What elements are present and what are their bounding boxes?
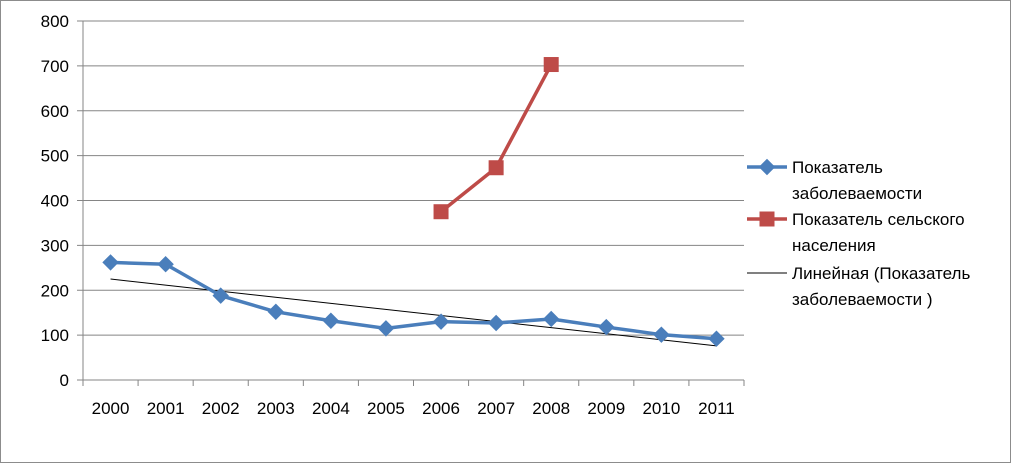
- legend-item-0: Показатель заболеваемости: [747, 158, 922, 203]
- y-tick-label: 100: [41, 326, 69, 345]
- x-tick-label: 2008: [532, 399, 570, 418]
- gridlines: [83, 20, 744, 336]
- data-point: [543, 57, 559, 73]
- legend-marker: [759, 211, 775, 227]
- x-tick-label: 2001: [147, 399, 185, 418]
- x-tick-label: 2003: [257, 399, 295, 418]
- trendline: [110, 278, 717, 347]
- legend-marker: [758, 158, 776, 176]
- legend: Показатель заболеваемости Показатель сельс…: [747, 158, 970, 309]
- x-tick-label: 2002: [202, 399, 240, 418]
- y-tick-label: 200: [41, 281, 69, 300]
- data-point: [653, 326, 670, 343]
- legend-label: заболеваемости: [792, 184, 922, 203]
- x-tick-label: 2010: [642, 399, 680, 418]
- legend-label: Линейная (Показатель: [792, 264, 970, 283]
- data-point: [322, 312, 340, 329]
- y-tick-label: 800: [41, 12, 69, 31]
- data-point: [543, 310, 560, 328]
- data-point: [708, 330, 725, 347]
- series-1: [433, 57, 559, 220]
- series-0: [102, 254, 725, 347]
- data-point: [487, 314, 505, 332]
- x-tick-label: 2004: [312, 399, 350, 418]
- y-tick-label: 400: [41, 192, 69, 211]
- data-point: [488, 160, 504, 176]
- data-point: [212, 287, 229, 304]
- legend-label: Показатель сельского: [792, 210, 965, 229]
- data-point: [377, 320, 395, 337]
- data-point: [598, 318, 615, 336]
- x-tick-label: 2000: [92, 399, 130, 418]
- series-group: [102, 57, 725, 347]
- x-tick-label: 2005: [367, 399, 405, 418]
- data-point: [433, 204, 449, 220]
- series-line: [110, 260, 717, 341]
- x-tick-label: 2011: [698, 399, 735, 418]
- y-tick-label: 600: [41, 102, 69, 121]
- axes: [77, 20, 745, 386]
- y-tick-label: 700: [41, 57, 69, 76]
- x-tick-labels: 2000 2001 2002 2003 2004 2005 2006 2007 2008 2009…: [92, 399, 735, 418]
- legend-label: населения: [792, 236, 876, 255]
- x-tick-label: 2006: [422, 399, 460, 418]
- legend-label: Показатель: [792, 158, 883, 177]
- y-tick-label: 300: [41, 236, 69, 255]
- data-point: [102, 254, 119, 271]
- legend-item-2: Линейная (Показатель заболеваемости ): [747, 264, 970, 309]
- y-tick-label: 500: [41, 147, 69, 166]
- data-point: [432, 313, 450, 330]
- legend-item-1: Показатель сельского населения: [747, 210, 965, 255]
- legend-label: заболеваемости ): [792, 290, 933, 309]
- y-tick-labels: 0 100 200 300 400 500 600 700 800: [41, 12, 69, 390]
- data-point: [157, 256, 174, 273]
- x-tick-label: 2009: [587, 399, 625, 418]
- series-line: [439, 63, 553, 214]
- data-point: [267, 303, 284, 320]
- y-tick-label: 0: [60, 371, 69, 390]
- x-tick-label: 2007: [477, 399, 515, 418]
- series-2: [110, 278, 717, 347]
